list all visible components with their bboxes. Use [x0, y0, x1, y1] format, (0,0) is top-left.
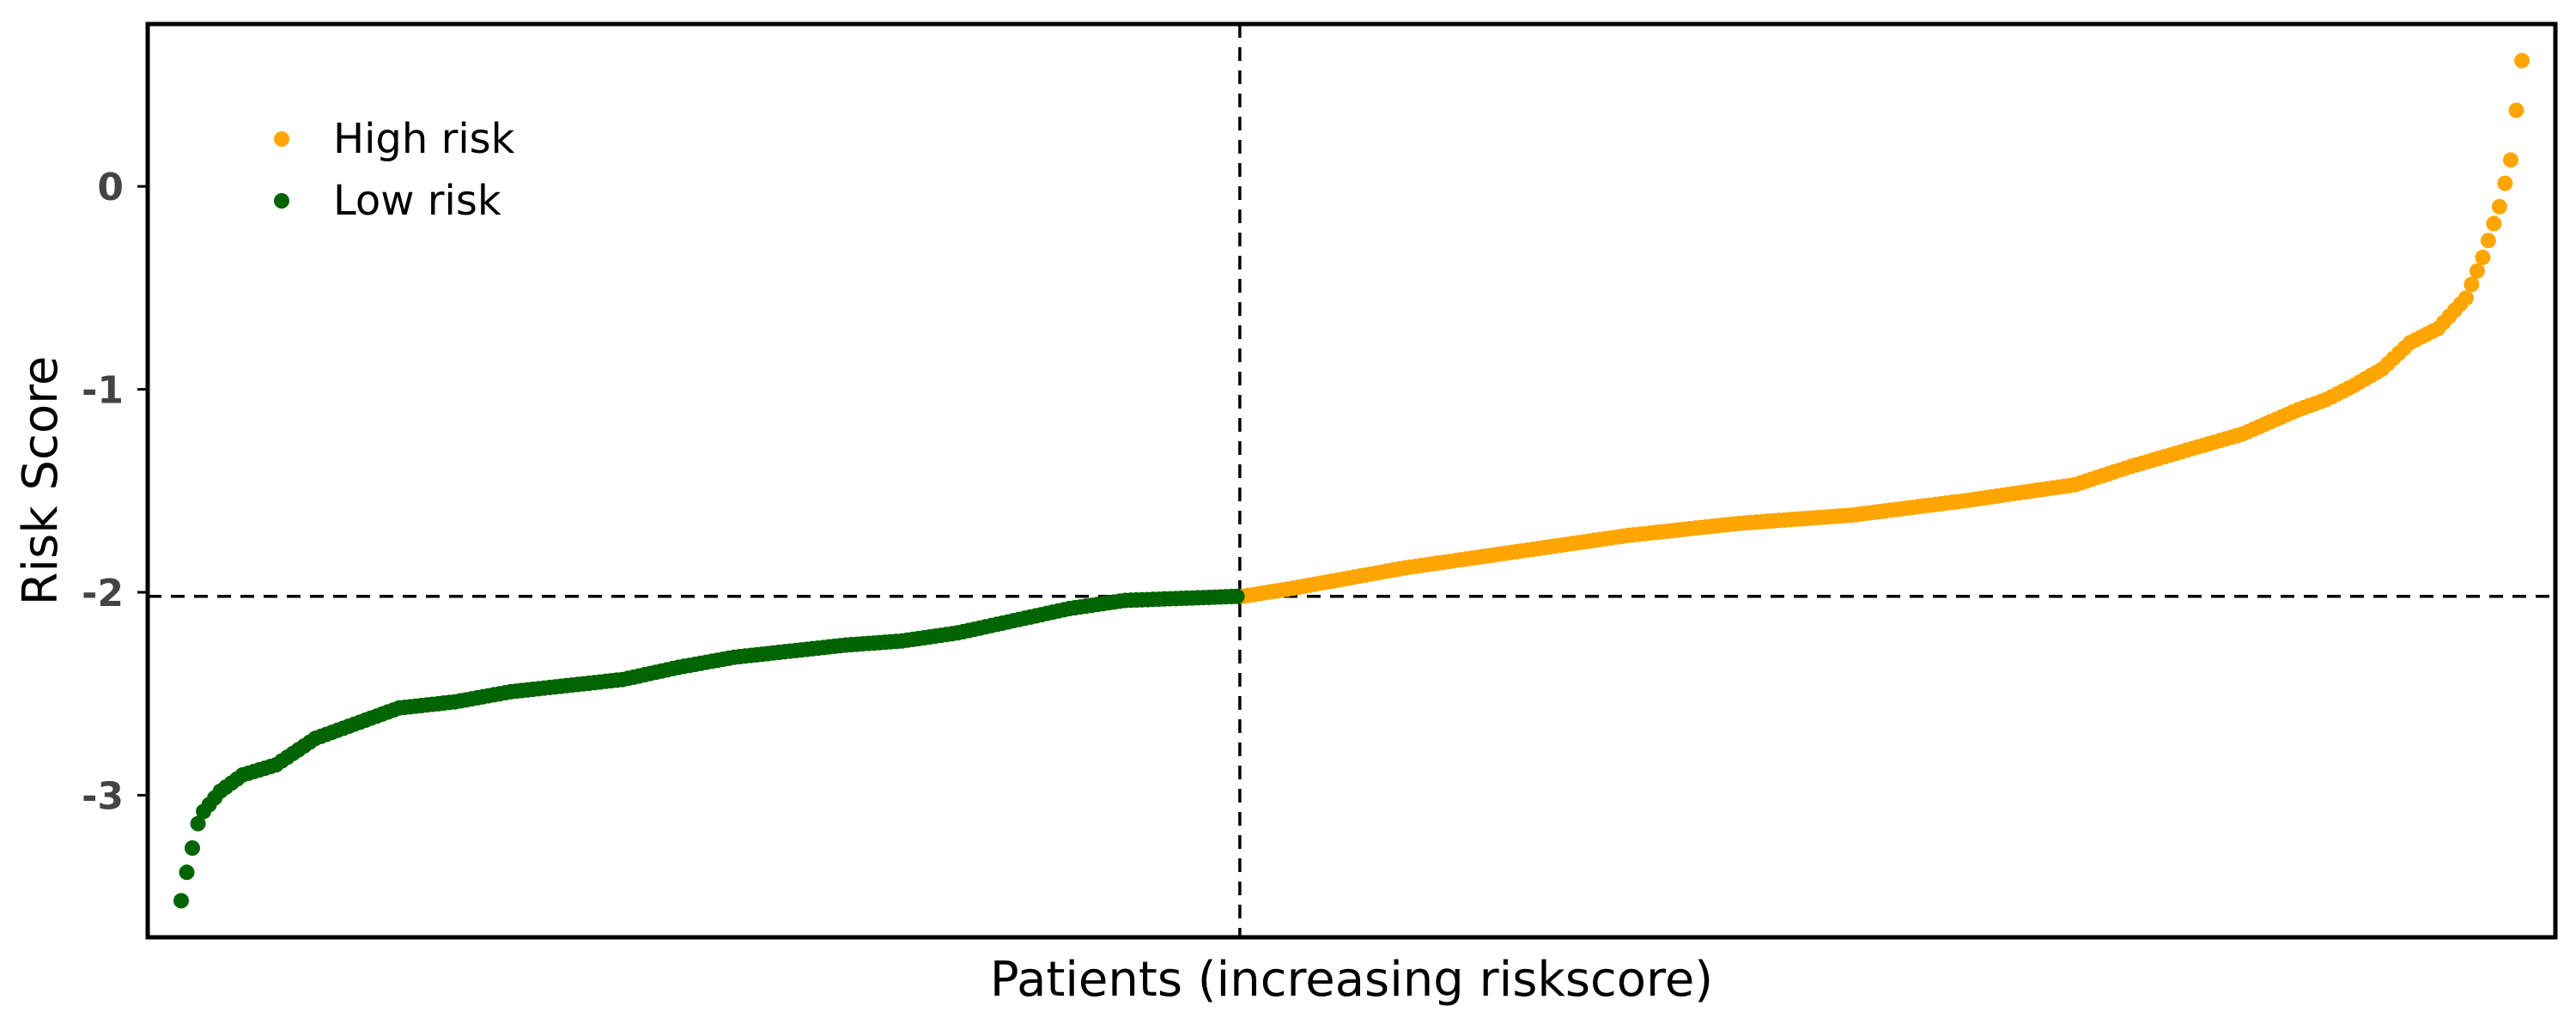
point-high-risk	[2464, 276, 2480, 293]
y-tick-label: -3	[82, 774, 124, 818]
legend-label-high-risk: High risk	[333, 115, 515, 163]
point-low-risk	[1229, 588, 1245, 604]
y-tick-label: -1	[82, 369, 124, 413]
point-low-risk	[190, 815, 206, 832]
point-high-risk	[2475, 249, 2491, 265]
y-tick-label: 0	[97, 166, 124, 209]
legend: High risk Low risk	[274, 115, 515, 225]
point-high-risk	[2497, 175, 2513, 191]
legend-marker-high-risk	[274, 131, 289, 147]
y-axis-title: Risk Score	[13, 356, 69, 606]
point-high-risk	[2458, 290, 2474, 306]
point-high-risk	[2486, 215, 2502, 232]
point-high-risk	[2514, 52, 2530, 69]
point-high-risk	[2503, 152, 2518, 168]
point-high-risk	[2508, 102, 2524, 118]
point-low-risk	[179, 864, 195, 881]
point-high-risk	[2480, 233, 2496, 249]
point-low-risk	[173, 893, 189, 909]
point-high-risk	[2491, 198, 2507, 215]
point-high-risk	[2469, 263, 2485, 279]
plot-frame	[145, 21, 2558, 940]
y-tick-label: -2	[82, 572, 124, 615]
legend-label-low-risk: Low risk	[333, 177, 501, 225]
legend-marker-low-risk	[274, 193, 289, 209]
x-axis-title: Patients (increasing riskscore)	[990, 952, 1713, 1008]
point-low-risk	[185, 840, 200, 856]
